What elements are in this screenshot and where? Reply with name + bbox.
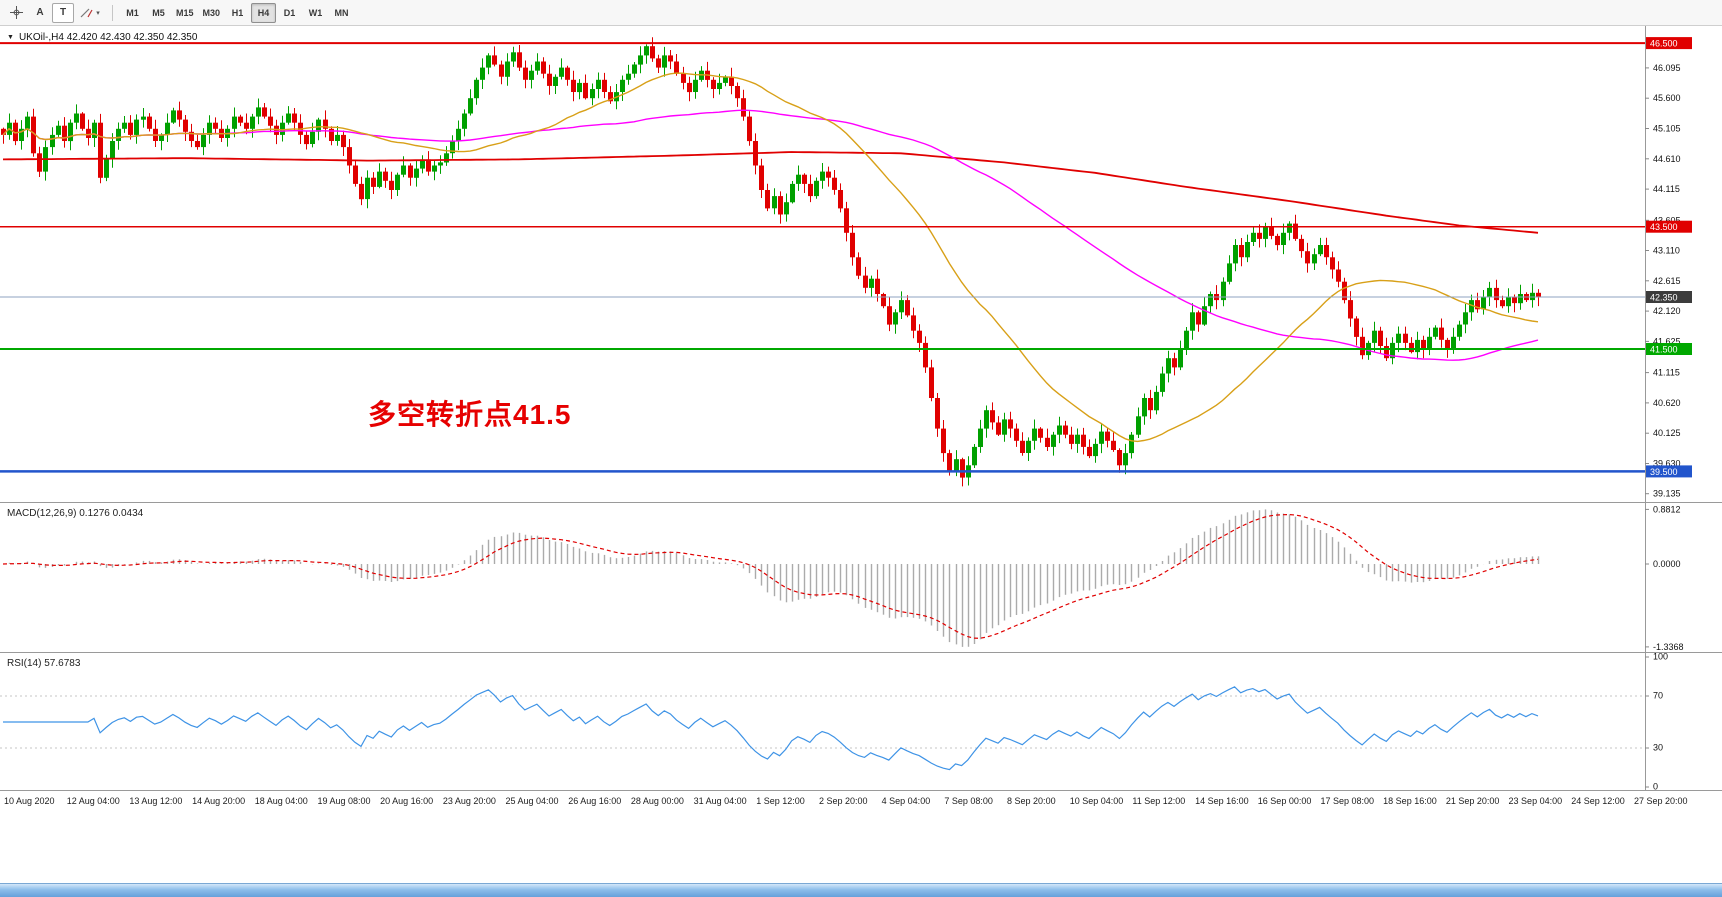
time-label: 21 Sep 20:00 — [1445, 796, 1500, 806]
horizontal-scrollbar[interactable] — [0, 883, 1722, 897]
rsi-canvas[interactable]: 100 70 30 0 — [0, 653, 1722, 790]
timeframe-m15[interactable]: M15 — [172, 3, 198, 23]
price-tag-label: 42.350 — [1650, 293, 1678, 303]
rsi-axis-label: 100 — [1653, 653, 1668, 662]
price-tag — [1646, 37, 1692, 50]
price-chart-canvas[interactable]: 46.095 45.600 45.105 44.610 44.115 43.605 43.1… — [0, 26, 1722, 502]
price-tick-label: 41.625 — [1653, 336, 1681, 346]
price-tick-label: 39.135 — [1653, 489, 1681, 499]
price-tag-label: 39.500 — [1650, 467, 1678, 477]
time-label: 4 Sep 04:00 — [881, 796, 931, 806]
toolbar: A T ▾ M1 M5 M15 M30 H1 H4 D1 W1 MN — [0, 0, 1722, 26]
time-label: 26 Aug 16:00 — [568, 796, 622, 806]
price-tick-label: 40.620 — [1653, 398, 1681, 408]
rsi-label: RSI(14) 57.6783 — [7, 658, 81, 669]
time-label: 14 Aug 20:00 — [192, 796, 246, 806]
time-label: 16 Sep 00:00 — [1257, 796, 1312, 806]
price-tick-label: 44.610 — [1653, 154, 1681, 164]
time-label: 23 Sep 04:00 — [1508, 796, 1563, 806]
macd-axis-label: 0.0000 — [1653, 559, 1681, 569]
chart-annotation-text: 多空转折点41.5 — [368, 399, 572, 430]
timeframe-m5[interactable]: M5 — [146, 3, 171, 23]
time-label: 2 Sep 20:00 — [818, 796, 868, 806]
text-label-tool-button[interactable]: A — [29, 3, 51, 23]
time-label: 14 Sep 16:00 — [1195, 796, 1249, 806]
price-tick-label: 40.125 — [1653, 428, 1681, 438]
timeframe-h4[interactable]: H4 — [251, 2, 277, 23]
time-label: 20 Aug 16:00 — [380, 796, 434, 806]
timeframe-w1[interactable]: W1 — [303, 3, 328, 23]
symbol-ohlc-text: UKOil-,H4 42.420 42.430 42.350 42.350 — [18, 32, 198, 43]
symbol-ohlc-line[interactable]: ▼ UKOil-,H4 42.420 42.430 42.350 42.350 — [7, 32, 197, 43]
rsi-axis-label: 30 — [1653, 743, 1663, 753]
price-tick-label: 41.115 — [1653, 368, 1680, 378]
time-label: 27 Sep 20:00 — [1633, 796, 1688, 806]
time-label: 8 Sep 20:00 — [1007, 796, 1056, 806]
price-chart-panel[interactable]: 46.095 45.600 45.105 44.610 44.115 43.605 43.1… — [0, 26, 1722, 502]
macd-axis-label: 0.8812 — [1653, 504, 1681, 514]
chevron-down-icon: ▾ — [96, 9, 100, 17]
price-tick-label: 44.115 — [1653, 184, 1680, 194]
price-tag — [1646, 220, 1692, 233]
price-tag — [1646, 465, 1692, 478]
price-tag-label: 43.500 — [1650, 222, 1678, 232]
time-axis: 10 Aug 2020 12 Aug 04:00 13 Aug 12:00 14 Au… — [0, 790, 1722, 812]
time-label: 19 Aug 08:00 — [317, 796, 371, 806]
time-label: 10 Sep 04:00 — [1069, 796, 1124, 806]
timeframe-d1[interactable]: D1 — [277, 3, 302, 23]
candles-layer — [1, 37, 1541, 487]
timeframe-mn[interactable]: MN — [329, 3, 354, 23]
time-label: 1 Sep 12:00 — [756, 796, 805, 806]
price-tag-label: 41.500 — [1650, 345, 1678, 355]
time-label: 12 Aug 04:00 — [66, 796, 120, 806]
price-tick-label: 45.105 — [1653, 124, 1681, 134]
collapse-triangle-icon[interactable]: ▼ — [7, 34, 14, 41]
price-tag-label: 46.500 — [1650, 39, 1678, 49]
time-label: 24 Sep 12:00 — [1571, 796, 1625, 806]
macd-indicator-panel[interactable]: 0.8812 0.0000 -1.3368 MACD(12,26,9) 0.1276… — [0, 502, 1722, 652]
macd-canvas[interactable]: 0.8812 0.0000 -1.3368 — [0, 503, 1722, 652]
price-tick-label: 45.600 — [1653, 93, 1681, 103]
time-label: 28 Aug 00:00 — [630, 796, 684, 806]
price-tick-label: 43.605 — [1653, 215, 1681, 225]
macd-signal-line — [2, 513, 1539, 639]
price-tick-label: 43.110 — [1653, 246, 1680, 256]
text-frame-tool-button[interactable]: T — [52, 2, 74, 23]
price-tag — [1646, 343, 1692, 355]
time-label: 23 Aug 20:00 — [442, 796, 496, 806]
time-label: 18 Sep 16:00 — [1383, 796, 1437, 806]
time-label: 31 Aug 04:00 — [693, 796, 747, 806]
ma-slow-line — [2, 151, 1539, 234]
time-label: 18 Aug 04:00 — [254, 796, 308, 806]
timeframe-h1[interactable]: H1 — [225, 3, 250, 23]
crosshair-tool-icon[interactable] — [4, 3, 28, 23]
rsi-axis-label: 0 — [1653, 782, 1658, 791]
rsi-indicator-panel[interactable]: 100 70 30 0 RSI(14) 57.6783 — [0, 652, 1722, 790]
macd-label: MACD(12,26,9) 0.1276 0.0434 — [7, 508, 144, 519]
time-label: 10 Aug 2020 — [4, 796, 55, 806]
timeframe-m1[interactable]: M1 — [120, 3, 145, 23]
price-tick-label: 42.615 — [1653, 276, 1681, 286]
time-label: 7 Sep 08:00 — [944, 796, 993, 806]
price-tick-label: 42.120 — [1653, 306, 1681, 316]
time-label: 17 Sep 08:00 — [1320, 796, 1375, 806]
macd-axis-label: -1.3368 — [1653, 642, 1684, 652]
price-tick-label: 46.095 — [1653, 63, 1681, 73]
draw-tools-dropdown[interactable]: ▾ — [75, 3, 105, 23]
timeframe-m30[interactable]: M30 — [199, 3, 225, 23]
price-tag — [1646, 291, 1692, 303]
ma-mid-line — [2, 109, 1539, 361]
price-tick-label: 39.630 — [1653, 459, 1681, 469]
time-label: 11 Sep 12:00 — [1132, 796, 1186, 806]
time-label: 25 Aug 04:00 — [505, 796, 559, 806]
ma-fast-line — [2, 72, 1539, 443]
toolbar-separator — [112, 4, 113, 21]
time-label: 13 Aug 12:00 — [129, 796, 183, 806]
rsi-axis-label: 70 — [1653, 691, 1663, 701]
rsi-line — [3, 686, 1539, 771]
